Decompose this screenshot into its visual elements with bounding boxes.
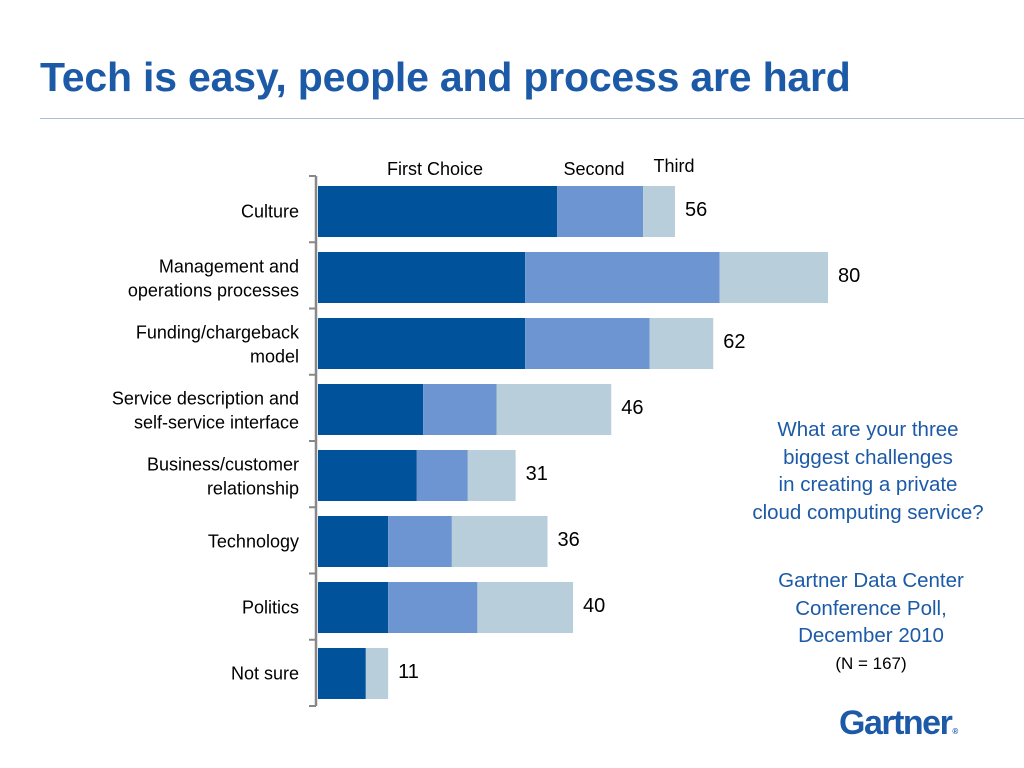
total-label: 62 xyxy=(723,331,745,353)
total-label: 36 xyxy=(558,529,580,551)
bar-segment-second xyxy=(525,318,650,369)
bar-segment-second xyxy=(416,450,468,501)
bar-segment-second xyxy=(525,252,720,303)
logo-text: Gartner xyxy=(839,704,953,742)
bar-segment-first-choice xyxy=(318,186,558,237)
category-label: Management and xyxy=(159,257,299,277)
category-label: self-service interface xyxy=(134,413,299,433)
poll-question-line: cloud computing service? xyxy=(752,500,984,524)
sample-size: (N = 167) xyxy=(835,654,907,673)
bar-segment-first-choice xyxy=(318,582,389,633)
bar-segment-third xyxy=(719,252,828,303)
bar-segment-first-choice xyxy=(318,516,389,567)
bar-segment-second xyxy=(423,384,497,435)
total-label: 40 xyxy=(583,595,605,617)
poll-source-line: December 2010 xyxy=(798,624,944,647)
category-label: Funding/chargeback xyxy=(136,323,300,343)
category-label: Technology xyxy=(208,532,299,552)
poll-question-line: What are your three xyxy=(777,418,959,441)
total-label: 56 xyxy=(685,199,707,221)
category-label: Culture xyxy=(241,202,299,222)
bar-segment-third xyxy=(496,384,612,435)
total-label: 31 xyxy=(526,463,548,485)
bar-segment-second xyxy=(388,516,452,567)
legend-label: Second xyxy=(563,159,624,179)
poll-question-line: biggest challenges xyxy=(783,445,953,469)
total-label: 11 xyxy=(398,661,419,683)
bar-segment-third xyxy=(643,186,675,237)
category-label: Service description and xyxy=(112,389,299,409)
gartner-logo: Gartner® xyxy=(839,704,958,743)
page-title: Tech is easy, people and process are har… xyxy=(40,54,851,100)
bar-segment-first-choice xyxy=(318,384,424,435)
bar-segment-first-choice xyxy=(318,318,526,369)
bar-segment-third xyxy=(649,318,714,369)
category-label: model xyxy=(250,347,299,367)
category-label: relationship xyxy=(207,479,299,499)
category-label: Not sure xyxy=(231,664,299,684)
bar-segment-first-choice xyxy=(318,252,526,303)
bar-segment-second xyxy=(557,186,644,237)
poll-source-line: Conference Poll, xyxy=(795,596,947,620)
poll-source-line: Gartner Data Center xyxy=(778,569,964,592)
bar-segment-third xyxy=(451,516,548,567)
bar-segment-first-choice xyxy=(318,648,366,699)
poll-question-line: in creating a private xyxy=(778,473,958,496)
category-label: operations processes xyxy=(128,281,299,301)
bar-segment-third xyxy=(365,648,389,699)
poll-source: Gartner Data Center Conference Poll, Dec… xyxy=(726,567,1016,650)
legend-label: Third xyxy=(653,156,694,176)
bar-segment-third xyxy=(467,450,516,501)
bar-segment-third xyxy=(477,582,573,633)
total-label: 80 xyxy=(838,265,860,287)
category-label: Politics xyxy=(242,598,299,618)
title-divider xyxy=(40,118,1024,119)
total-label: 46 xyxy=(621,397,643,419)
category-label: Business/customer xyxy=(147,455,299,475)
legend-label: First Choice xyxy=(387,159,483,179)
poll-question: What are your three biggest challenges i… xyxy=(712,416,1024,526)
bar-segment-first-choice xyxy=(318,450,417,501)
bar-segment-second xyxy=(388,582,478,633)
registered-mark: ® xyxy=(952,727,959,736)
